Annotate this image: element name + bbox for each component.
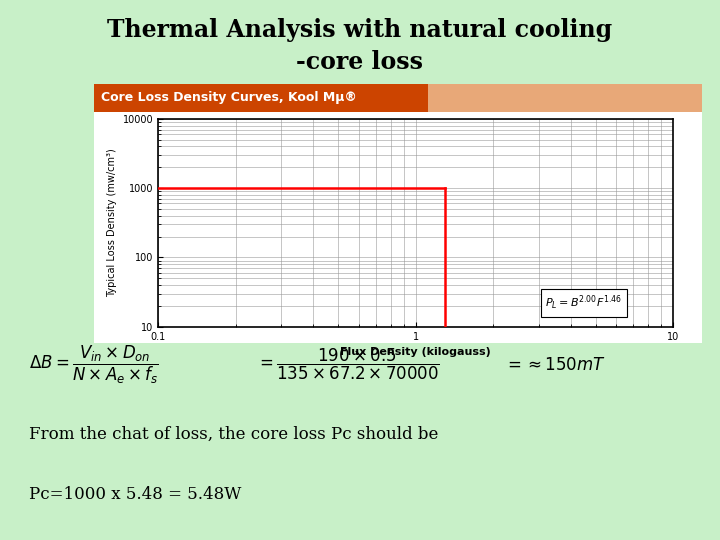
FancyBboxPatch shape: [94, 86, 702, 343]
Text: Pc=1000 x 5.48 = 5.48W: Pc=1000 x 5.48 = 5.48W: [29, 485, 241, 503]
Text: From the chat of loss, the core loss Pc should be: From the chat of loss, the core loss Pc …: [29, 426, 438, 443]
X-axis label: Flux Density (kilogauss): Flux Density (kilogauss): [341, 347, 491, 357]
Text: Thermal Analysis with natural cooling: Thermal Analysis with natural cooling: [107, 18, 613, 42]
FancyBboxPatch shape: [428, 84, 702, 112]
Text: $=\approx 150mT$: $=\approx 150mT$: [504, 355, 606, 374]
Text: Core Loss Density Curves, Kool Mμ®: Core Loss Density Curves, Kool Mμ®: [101, 91, 356, 104]
FancyBboxPatch shape: [94, 84, 428, 112]
Text: $P_L=B^{2.00}F^{1.46}$: $P_L=B^{2.00}F^{1.46}$: [546, 294, 622, 312]
Text: -core loss: -core loss: [297, 50, 423, 74]
Text: $\Delta B = \dfrac{V_{in} \times D_{on}}{N \times A_e \times f_s}$: $\Delta B = \dfrac{V_{in} \times D_{on}}…: [29, 343, 158, 386]
Y-axis label: Typical Loss Density (mw/cm³): Typical Loss Density (mw/cm³): [107, 148, 117, 297]
Text: $= \dfrac{190 \times 0.5}{135 \times 67.2 \times 70000}$: $= \dfrac{190 \times 0.5}{135 \times 67.…: [256, 347, 440, 382]
